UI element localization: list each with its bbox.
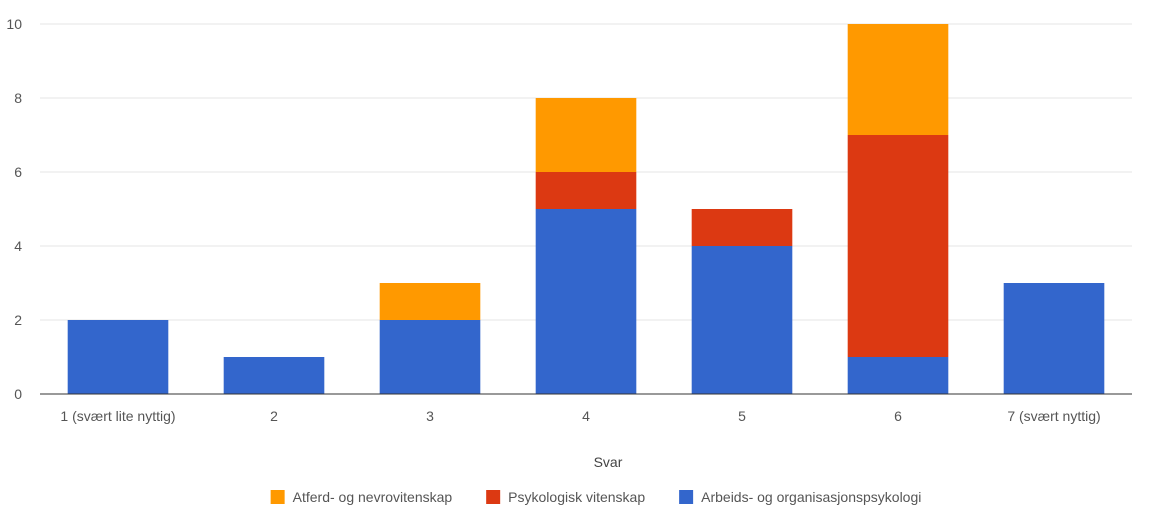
x-axis-title: Svar (594, 454, 623, 470)
bar-segment (847, 357, 949, 394)
y-tick-label: 10 (6, 16, 22, 32)
bar-segment (535, 172, 637, 209)
bar-segment (1003, 283, 1105, 394)
bar-segment (67, 320, 169, 394)
y-tick-label: 4 (14, 238, 22, 254)
legend-swatch (679, 490, 694, 504)
y-tick-label: 6 (14, 164, 22, 180)
legend-swatch (486, 490, 501, 504)
x-tick-label: 6 (894, 408, 902, 424)
bar-segment (691, 246, 793, 394)
y-tick-label: 0 (14, 386, 22, 402)
x-tick-label: 2 (270, 408, 278, 424)
legend-swatch (270, 490, 285, 504)
legend-label: Psykologisk vitenskap (508, 489, 645, 505)
bar-segment (379, 283, 481, 320)
x-tick-label: 3 (426, 408, 434, 424)
bar-segment (379, 320, 481, 394)
x-tick-label: 7 (svært nyttig) (1007, 408, 1100, 424)
x-tick-label: 4 (582, 408, 590, 424)
y-tick-label: 2 (14, 312, 22, 328)
legend: Atferd- og nevrovitenskap Psykologisk vit… (270, 489, 921, 505)
bar-segment (691, 209, 793, 246)
bar-segment (535, 98, 637, 172)
bar-segment (847, 135, 949, 357)
bar-segment (535, 209, 637, 394)
bar-segment (847, 24, 949, 135)
x-tick-label: 5 (738, 408, 746, 424)
y-axis-ticks: 0 2 4 6 8 10 (6, 16, 22, 402)
legend-label: Arbeids- og organisasjonspsykologi (701, 489, 921, 505)
y-tick-label: 8 (14, 90, 22, 106)
legend-label: Atferd- og nevrovitenskap (293, 489, 453, 505)
bar-segment (223, 357, 325, 394)
x-axis-ticks: 1 (svært lite nyttig) 2 3 4 5 6 7 (svært nytti… (60, 408, 1100, 424)
x-tick-label: 1 (svært lite nyttig) (60, 408, 175, 424)
bars (67, 24, 1105, 394)
